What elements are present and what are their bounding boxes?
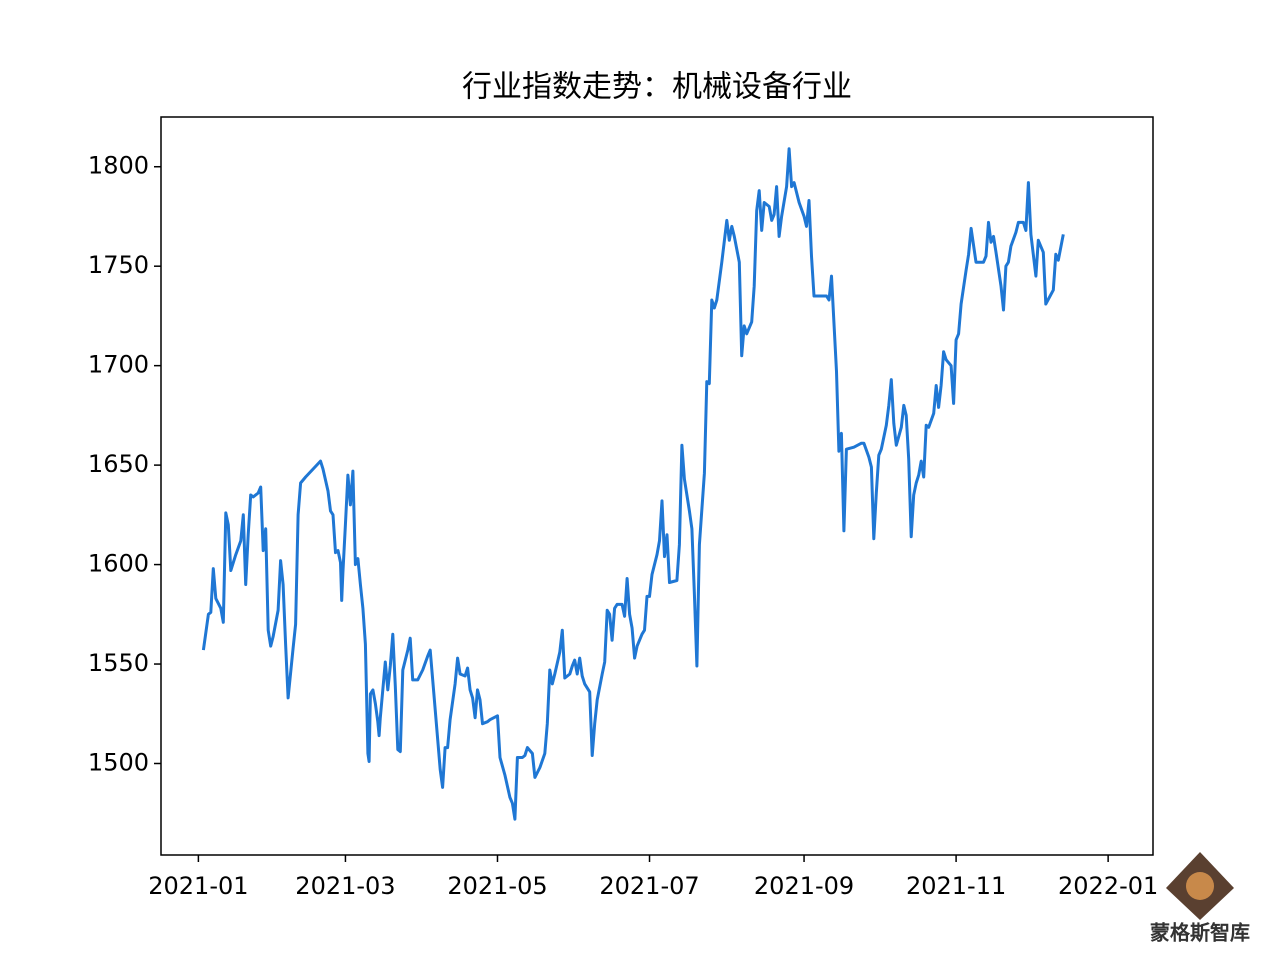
x-tick-label: 2021-09 <box>754 872 854 900</box>
y-tick-label: 1750 <box>88 251 149 279</box>
y-tick-label: 1550 <box>88 649 149 677</box>
x-tick-label: 2021-03 <box>295 872 395 900</box>
y-tick-label: 1500 <box>88 748 149 776</box>
y-tick-label: 1800 <box>88 152 149 180</box>
x-tick-label: 2021-07 <box>599 872 699 900</box>
logo: 蒙格斯智库 <box>1150 852 1250 945</box>
plot-frame <box>160 116 1154 856</box>
y-tick-label: 1650 <box>88 450 149 478</box>
chart-title: 行业指数走势：机械设备行业 <box>462 70 852 105</box>
line-series <box>201 147 1065 821</box>
watermark: 蒙格斯智库 <box>1150 921 1250 945</box>
x-tick-label: 2021-05 <box>447 872 547 900</box>
y-tick-label: 1600 <box>88 550 149 578</box>
x-tick-label: 2021-01 <box>148 872 248 900</box>
y-tick-label: 1700 <box>88 351 149 379</box>
x-tick-label: 2022-01 <box>1058 872 1158 900</box>
x-tick-label: 2021-11 <box>906 872 1006 900</box>
